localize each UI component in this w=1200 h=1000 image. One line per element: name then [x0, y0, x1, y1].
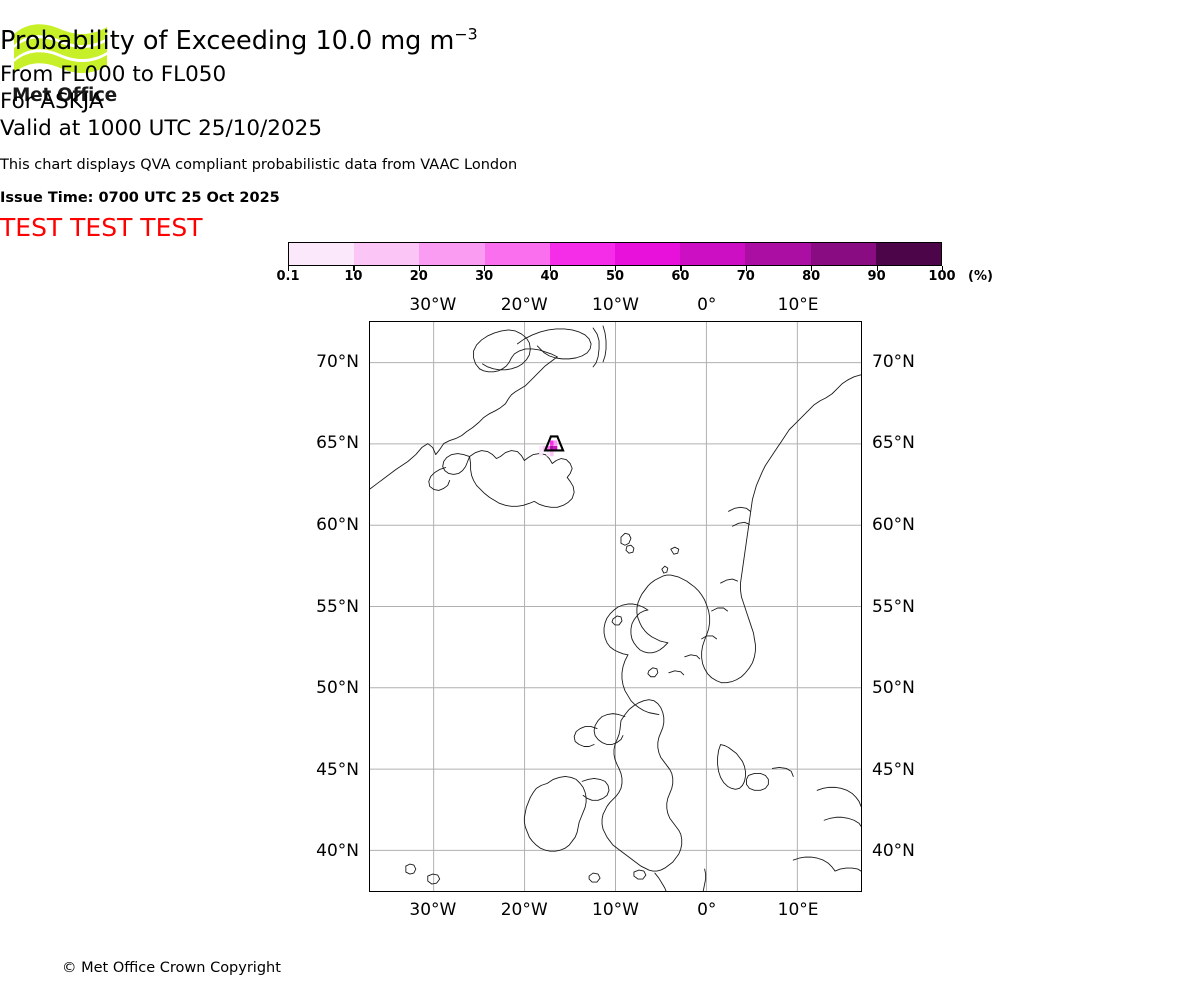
- issue-time: Issue Time: 0700 UTC 25 Oct 2025: [0, 190, 280, 206]
- lon-label-bottom-2: 10°W: [592, 900, 639, 920]
- ash-cell-6: [550, 451, 554, 457]
- lon-label-top-3: 0°: [697, 295, 717, 315]
- map-gridlines: [370, 322, 861, 891]
- probability-colorbar: [288, 242, 942, 266]
- colorbar-tick-3: [484, 266, 486, 271]
- lat-label-left-6: 40°N: [316, 841, 359, 862]
- met-office-wave-mark: [14, 24, 107, 74]
- colorbar-band-3: [484, 243, 550, 265]
- ash-cell-0: [539, 445, 543, 452]
- lat-label-right-2: 60°N: [872, 514, 915, 535]
- lon-label-bottom-1: 20°W: [500, 900, 548, 920]
- ash-cell-8: [550, 440, 554, 446]
- colorbar-label-100: 100: [928, 269, 956, 284]
- test-banner: TEST TEST TEST: [0, 213, 203, 242]
- ash-cell-7: [539, 451, 543, 457]
- ash-cell-4: [553, 445, 558, 452]
- lat-label-right-4: 50°N: [872, 678, 915, 699]
- lon-label-top-1: 20°W: [500, 295, 548, 315]
- colorbar-band-2: [419, 243, 485, 265]
- volcano-subtitle: For ASKJA: [0, 89, 104, 114]
- colorbar-unit-label: (%): [968, 269, 993, 284]
- lon-label-top-0: 30°W: [409, 295, 457, 315]
- colorbar-band-0: [289, 243, 355, 265]
- colorbar-label-90: 90: [867, 269, 886, 284]
- colorbar-ticks: [288, 266, 944, 272]
- qva-note: This chart displays QVA compliant probab…: [0, 157, 518, 173]
- colorbar-band-4: [549, 243, 616, 265]
- colorbar-bands: [288, 242, 942, 266]
- colorbar-label-80: 80: [802, 269, 821, 284]
- lat-label-right-1: 65°N: [872, 433, 915, 454]
- lat-label-right-0: 70°N: [872, 351, 915, 372]
- lon-label-bottom-0: 30°W: [409, 900, 457, 920]
- colorbar-band-6: [680, 243, 746, 265]
- colorbar-band-5: [615, 243, 681, 265]
- flight-level-subtitle: From FL000 to FL050: [0, 62, 227, 87]
- colorbar-band-9: [875, 243, 942, 265]
- ash-probability-cells: [539, 440, 558, 457]
- colorbar-tick-labels: 0.1 10 20 30 40 50 60 70 80 90 100: [276, 269, 955, 287]
- colorbar-tick-6: [680, 266, 682, 271]
- colorbar-tick-4: [549, 266, 551, 271]
- colorbar-tick-8: [811, 266, 813, 271]
- met-office-logo-text: Met Office: [12, 85, 117, 106]
- colorbar-label-50: 50: [605, 269, 625, 284]
- ash-cell-3: [550, 445, 554, 452]
- colorbar-tick-5: [615, 266, 617, 271]
- lat-label-left-1: 65°N: [316, 433, 359, 454]
- lat-label-left-0: 70°N: [316, 351, 359, 372]
- copyright-notice: © Met Office Crown Copyright: [62, 960, 281, 976]
- colorbar-label-60: 60: [671, 269, 690, 284]
- colorbar-label-10: 10: [344, 269, 363, 284]
- page-title: Probability of Exceeding 10.0 mg m−3: [0, 26, 1200, 56]
- lon-label-top-2: 10°W: [592, 295, 639, 315]
- lat-label-left-2: 60°N: [316, 514, 359, 535]
- map-coastlines: [370, 325, 861, 891]
- map-plot-area: [369, 321, 862, 892]
- lat-label-left-5: 45°N: [316, 759, 359, 780]
- colorbar-band-1: [354, 243, 420, 265]
- colorbar-tick-0: [288, 266, 290, 271]
- ash-cell-1: [542, 445, 547, 452]
- colorbar-band-7: [745, 243, 811, 265]
- colorbar-label-70: 70: [736, 269, 755, 284]
- colorbar-tick-9: [876, 266, 878, 271]
- ash-cell-9: [553, 440, 558, 446]
- lat-label-left-3: 55°N: [316, 596, 359, 617]
- ash-cell-2: [546, 445, 551, 452]
- map-canvas: [370, 322, 861, 891]
- page-title-text: Probability of Exceeding 10.0 mg m: [0, 26, 455, 56]
- lat-label-right-5: 45°N: [872, 759, 915, 780]
- lon-label-bottom-4: 10°E: [777, 900, 819, 920]
- colorbar-tick-2: [418, 266, 420, 271]
- lon-label-top-4: 10°E: [777, 295, 819, 315]
- lat-label-left-4: 50°N: [316, 678, 359, 699]
- colorbar-label-30: 30: [475, 269, 494, 284]
- volcano-marker: [543, 435, 565, 452]
- page-title-exponent: −3: [454, 24, 478, 44]
- lon-label-bottom-3: 0°: [697, 900, 717, 920]
- colorbar-tick-1: [353, 266, 355, 271]
- ash-cell-5: [546, 451, 551, 457]
- colorbar-band-8: [810, 243, 876, 265]
- valid-time-subtitle: Valid at 1000 UTC 25/10/2025: [0, 116, 323, 141]
- lat-label-right-6: 40°N: [872, 841, 915, 862]
- lat-label-right-3: 55°N: [872, 596, 915, 617]
- colorbar-label-40: 40: [540, 269, 559, 284]
- met-office-logo: Met Office: [12, 20, 122, 115]
- colorbar-tick-7: [745, 266, 747, 271]
- colorbar-tick-10: [942, 266, 944, 271]
- colorbar-label-20: 20: [409, 269, 428, 284]
- colorbar-label-0.1: 0.1: [276, 269, 300, 284]
